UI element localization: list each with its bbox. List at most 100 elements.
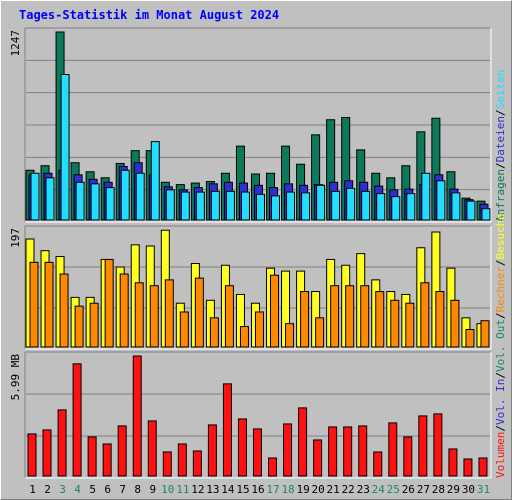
bar-volumen-24 [373, 451, 383, 477]
bar-rechner-20 [315, 317, 325, 348]
bar-volumen-4 [72, 363, 82, 477]
bar-rechner-24 [375, 291, 385, 348]
bar-rechner-8 [134, 282, 144, 348]
chart-title: Tages-Statistik im Monat August 2024 [19, 8, 280, 22]
legend-entry-besuche: Besuche [494, 213, 507, 259]
legend-entry-vol_in: Vol. In [494, 379, 507, 425]
bar-seiten-5 [90, 183, 100, 221]
scale-label-2: 5.99 MB [9, 354, 22, 401]
bar-rechner-18 [285, 323, 295, 348]
legend-entry-rechner: Rechner [494, 266, 507, 313]
legend-entry-seiten: Seiten [494, 70, 507, 110]
bar-seiten-22 [346, 187, 356, 221]
legend-separator: / [494, 312, 507, 319]
x-tick-day-9: 9 [149, 483, 156, 496]
bar-volumen-18 [283, 423, 293, 477]
x-tick-day-31: 31 [477, 483, 490, 496]
bar-volumen-25 [388, 422, 398, 477]
x-tick-day-29: 29 [447, 483, 460, 496]
bar-rechner-15 [239, 326, 249, 348]
x-tick-day-8: 8 [134, 483, 141, 496]
x-tick-day-11: 11 [176, 483, 189, 496]
bar-volumen-8 [132, 355, 142, 477]
bar-volumen-21 [328, 426, 338, 477]
bar-seiten-27 [421, 172, 431, 221]
bar-volumen-19 [298, 407, 308, 477]
bar-volumen-31 [478, 457, 488, 477]
legend-separator: / [494, 109, 507, 116]
x-tick-day-16: 16 [251, 483, 264, 496]
bar-rechner-28 [435, 291, 445, 348]
bar-volumen-12 [192, 450, 202, 477]
bar-seiten-24 [376, 193, 386, 221]
bar-volumen-10 [162, 451, 172, 477]
bar-rechner-1 [29, 261, 39, 348]
x-tick-day-1: 1 [29, 483, 36, 496]
legend-entry-dateien: Dateien [494, 116, 507, 162]
bar-rechner-19 [300, 291, 310, 348]
bar-seiten-10 [165, 189, 175, 221]
bar-seiten-7 [120, 169, 130, 221]
bar-rechner-31 [480, 320, 490, 348]
bar-volumen-29 [448, 448, 458, 477]
bar-rechner-26 [405, 302, 415, 348]
bar-rechner-25 [390, 299, 400, 348]
bar-volumen-17 [268, 457, 278, 477]
x-tick-day-18: 18 [281, 483, 294, 496]
bar-volumen-14 [222, 383, 232, 477]
legend-entry-volumen: Volumen [494, 432, 507, 478]
x-tick-day-4: 4 [74, 483, 81, 496]
bar-rechner-27 [420, 282, 430, 348]
bar-seiten-8 [135, 172, 145, 221]
bar-seiten-4 [75, 181, 85, 221]
bar-volumen-20 [313, 439, 323, 477]
legend-separator: / [494, 372, 507, 379]
legend-entry-anfragen: Anfragen [494, 169, 507, 222]
bar-seiten-21 [331, 190, 341, 221]
bar-seiten-26 [406, 193, 416, 221]
bar-seiten-29 [451, 192, 461, 221]
x-tick-day-24: 24 [372, 483, 386, 496]
bar-rechner-17 [270, 274, 280, 348]
scale-label-0: 1247 [9, 30, 22, 57]
legend-0: Anfragen/Dateien/Seiten [494, 70, 507, 222]
x-tick-day-21: 21 [327, 483, 340, 496]
bar-volumen-5 [87, 436, 97, 477]
bar-rechner-9 [149, 285, 159, 348]
bar-seiten-1 [30, 172, 40, 221]
bar-seiten-9 [150, 141, 160, 221]
bar-seiten-31 [481, 208, 491, 221]
bar-volumen-16 [252, 428, 262, 477]
bar-seiten-23 [361, 190, 371, 221]
bar-volumen-1 [27, 433, 37, 477]
bar-seiten-15 [240, 191, 250, 221]
bar-seiten-2 [45, 177, 55, 221]
bar-volumen-28 [433, 413, 443, 477]
bar-seiten-16 [255, 193, 265, 221]
bar-seiten-30 [466, 200, 476, 221]
x-axis-days: 1 2 3 4 5 6 7 8 9 10 11 12 13 14 15 16 17 18 19 20 21 22 23 24 2… [29, 483, 490, 496]
bar-rechner-3 [59, 273, 69, 348]
bar-rechner-6 [104, 258, 114, 348]
bar-rechner-13 [209, 317, 219, 348]
bar-rechner-23 [360, 285, 370, 348]
bar-rechner-30 [465, 328, 475, 348]
x-tick-day-27: 27 [417, 483, 430, 496]
x-tick-day-20: 20 [312, 483, 325, 496]
bar-volumen-23 [358, 425, 368, 477]
x-tick-day-23: 23 [357, 483, 370, 496]
bar-rechner-4 [74, 305, 84, 348]
bar-rechner-5 [89, 302, 99, 348]
x-tick-day-7: 7 [119, 483, 126, 496]
scale-label-1: 197 [9, 228, 22, 248]
x-tick-day-17: 17 [266, 483, 279, 496]
bar-seiten-18 [286, 191, 296, 221]
x-tick-day-14: 14 [221, 483, 235, 496]
legend-separator: / [494, 259, 507, 266]
bar-rechner-14 [224, 285, 234, 348]
bar-seiten-3 [60, 74, 70, 221]
x-tick-day-5: 5 [89, 483, 96, 496]
